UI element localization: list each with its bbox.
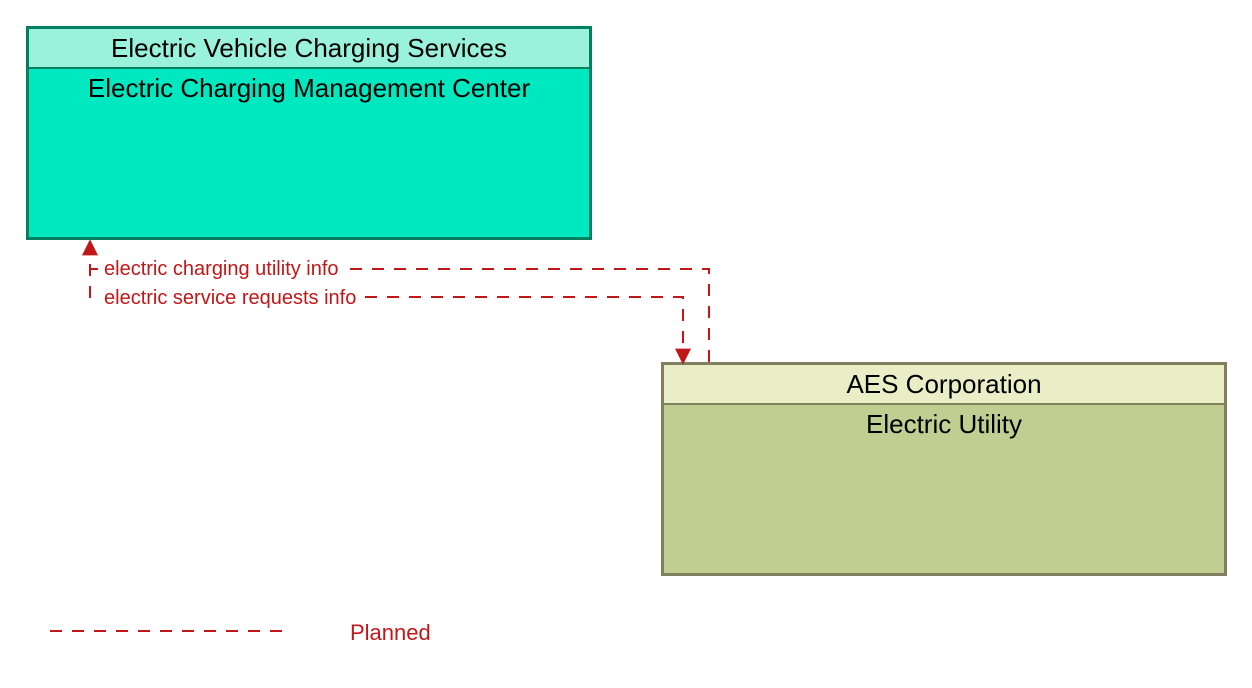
node-ev-charging-services: Electric Vehicle Charging Services Elect… xyxy=(26,26,592,240)
legend-planned-label: Planned xyxy=(350,620,431,646)
node-aes-corporation: AES Corporation Electric Utility xyxy=(661,362,1227,576)
node-aes-corporation-body: Electric Utility xyxy=(664,405,1224,444)
flow-electric-charging-utility-info-label: electric charging utility info xyxy=(100,258,343,281)
flow-electric-service-requests-info-label: electric service requests info xyxy=(100,287,360,310)
node-aes-corporation-header: AES Corporation xyxy=(664,365,1224,405)
node-ev-charging-services-header: Electric Vehicle Charging Services xyxy=(29,29,589,69)
node-ev-charging-services-body: Electric Charging Management Center xyxy=(29,69,589,108)
